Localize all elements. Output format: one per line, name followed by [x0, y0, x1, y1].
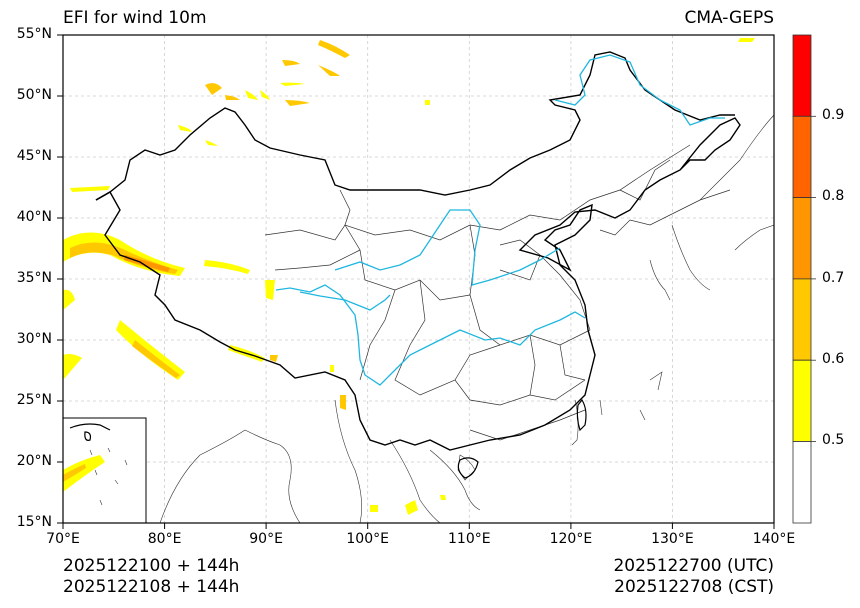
lon-label: 70°E — [46, 531, 80, 547]
lat-label: 20°N — [16, 453, 52, 469]
lon-label: 90°E — [249, 531, 283, 547]
init-utc: 2025122100 + 144h — [63, 556, 240, 576]
lon-label: 140°E — [752, 531, 796, 547]
model-name: CMA-GEPS — [684, 8, 774, 28]
map-gridlines — [63, 35, 774, 523]
colorbar-label: 0.5 — [822, 432, 845, 448]
map-title: EFI for wind 10m — [63, 8, 207, 28]
efi-shading — [63, 38, 755, 515]
lon-label: 80°E — [147, 531, 182, 547]
valid-utc: 2025122700 (UTC) — [613, 556, 774, 576]
inset-map — [62, 417, 147, 524]
lat-label: 30°N — [16, 331, 52, 347]
colorbar-label: 0.7 — [822, 270, 845, 286]
lon-label: 130°E — [651, 531, 694, 547]
axis-ticks — [57, 34, 775, 529]
init-cst: 2025122108 + 144h — [63, 577, 240, 597]
init-time-block: 2025122100 + 144h 2025122108 + 144h — [63, 556, 239, 598]
map-lines — [95, 51, 774, 523]
china-border — [95, 117, 741, 451]
colorbar-label: 0.9 — [822, 107, 845, 123]
lat-label: 40°N — [16, 209, 52, 225]
valid-cst: 2025122708 (CST) — [614, 577, 774, 597]
valid-time-block: 2025122700 (UTC) 2025122708 (CST) — [613, 556, 774, 598]
lat-label: 45°N — [16, 148, 52, 164]
colorbar-label: 0.6 — [822, 351, 845, 367]
lat-label: 25°N — [16, 392, 52, 408]
lat-label: 15°N — [16, 514, 52, 530]
lon-label: 100°E — [346, 531, 389, 547]
rivers — [275, 54, 725, 386]
lon-label: 120°E — [549, 531, 593, 547]
colorbar — [792, 34, 816, 524]
lat-label: 55°N — [16, 26, 52, 42]
lon-label: 110°E — [448, 531, 491, 547]
colorbar-label: 0.8 — [822, 188, 845, 204]
lat-label: 35°N — [16, 270, 52, 286]
lat-label: 50°N — [16, 87, 52, 103]
